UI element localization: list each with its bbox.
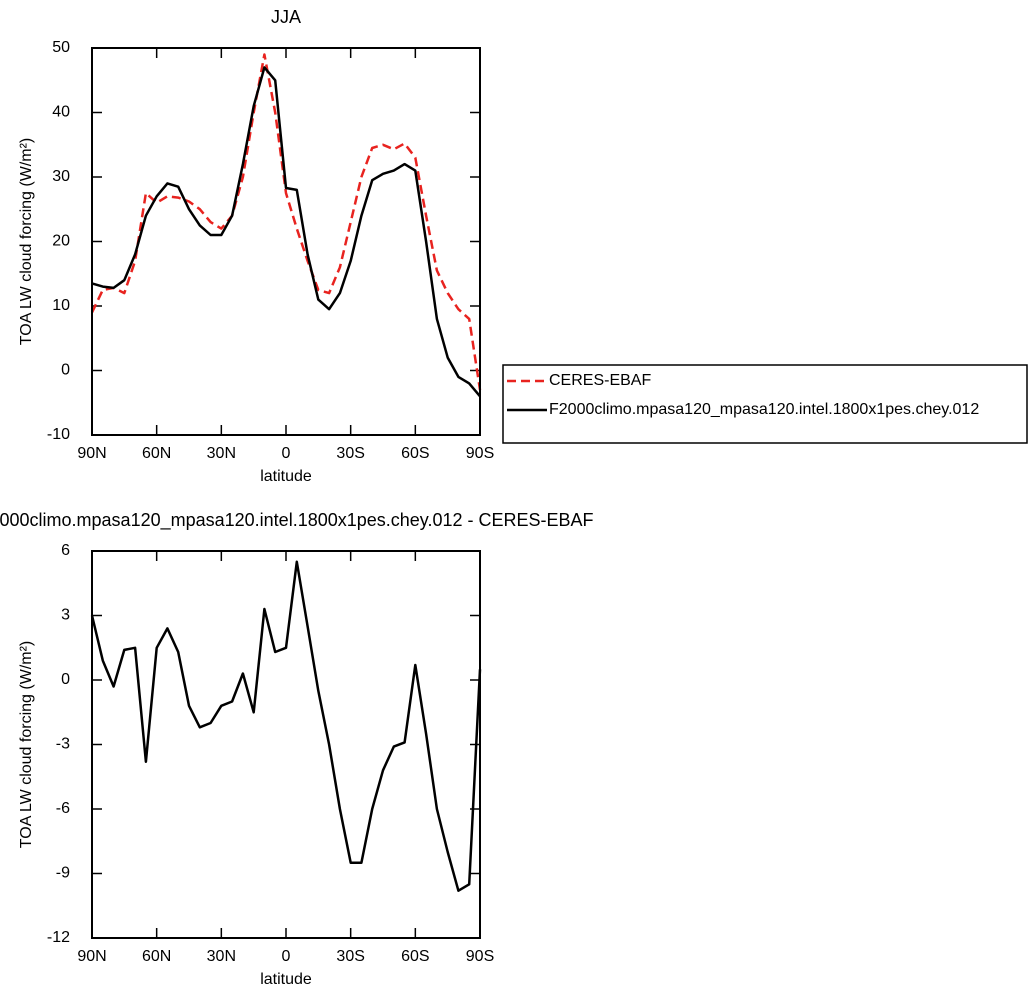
plot-frame <box>91 550 481 939</box>
y-tick-label: 20 <box>52 233 70 250</box>
legend-label: F2000climo.mpasa120_mpasa120.intel.1800x… <box>549 401 979 418</box>
y-tick-label: 10 <box>52 297 70 314</box>
x-tick-label: 60S <box>401 445 429 462</box>
y-tick-label: -12 <box>47 929 70 946</box>
y-tick-label: 3 <box>61 607 70 624</box>
x-tick-label: 60N <box>142 948 171 965</box>
x-axis-label: latitude <box>260 468 312 485</box>
y-axis-label: TOA LW cloud forcing (W/m²) <box>18 641 35 848</box>
x-tick-label: 30N <box>207 948 236 965</box>
y-tick-label: -3 <box>56 736 70 753</box>
legend-label: CERES-EBAF <box>549 372 651 389</box>
chart-title: F2000climo.mpasa120_mpasa120.intel.1800x… <box>0 510 594 531</box>
x-tick-label: 0 <box>282 948 291 965</box>
data-line <box>91 66 481 398</box>
x-tick-label: 60S <box>401 948 429 965</box>
y-tick-label: -10 <box>47 426 70 443</box>
data-line <box>90 560 482 892</box>
plot-frame <box>91 47 481 436</box>
x-tick-label: 30S <box>336 948 364 965</box>
x-tick-label: 90S <box>466 445 494 462</box>
y-axis-label: TOA LW cloud forcing (W/m²) <box>18 138 35 345</box>
y-tick-label: -9 <box>56 865 70 882</box>
x-tick-label: 0 <box>282 445 291 462</box>
y-tick-label: 0 <box>61 362 70 379</box>
y-tick-label: 0 <box>61 671 70 688</box>
legend-box <box>502 364 1028 444</box>
x-axis-label: latitude <box>260 971 312 988</box>
y-tick-label: 50 <box>52 39 70 56</box>
y-tick-label: 30 <box>52 168 70 185</box>
data-line <box>90 53 482 391</box>
x-tick-label: 30S <box>336 445 364 462</box>
y-tick-label: 40 <box>52 104 70 121</box>
x-tick-label: 90N <box>77 445 106 462</box>
x-tick-label: 60N <box>142 445 171 462</box>
y-tick-label: -6 <box>56 800 70 817</box>
chart-title: JJA <box>271 7 301 27</box>
x-tick-label: 30N <box>207 445 236 462</box>
x-tick-label: 90S <box>466 948 494 965</box>
y-tick-label: 6 <box>61 542 70 559</box>
x-tick-label: 90N <box>77 948 106 965</box>
